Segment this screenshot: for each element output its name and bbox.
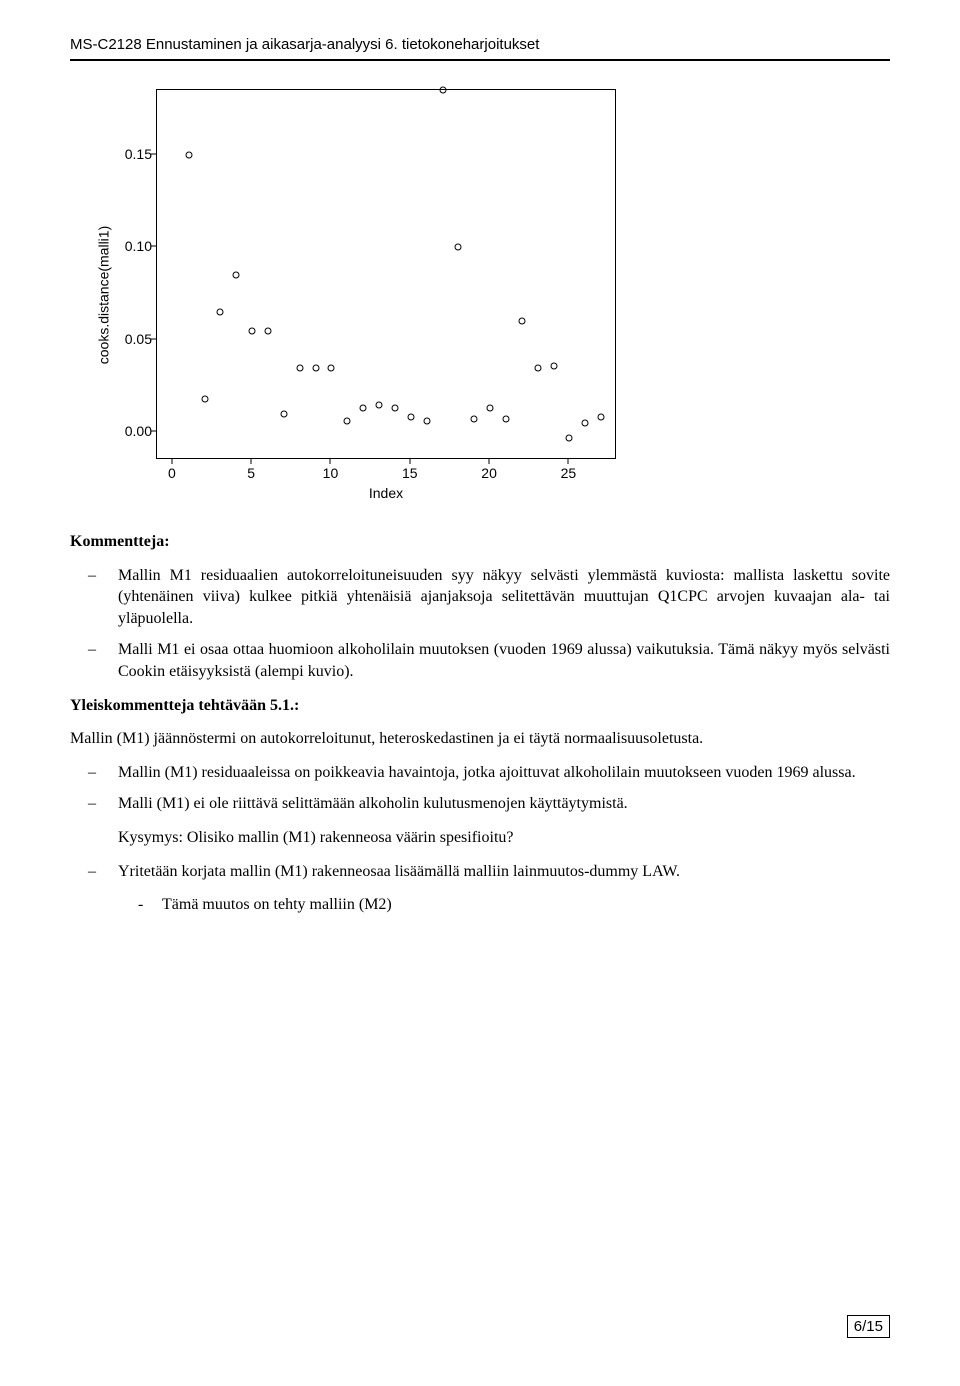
chart-xtick-mark [330,458,331,464]
chart-point [598,414,605,421]
list-item: Malli (M1) ei ole riittävä selittämään a… [118,793,890,815]
chart-xtick-label: 15 [402,465,418,481]
chart-ytick-label: 0.15 [125,146,152,162]
chart-point [582,420,589,427]
chart-xtick-mark [251,458,252,464]
chart-point [217,309,224,316]
chart-point [471,416,478,423]
chart-ytick-label: 0.05 [125,331,152,347]
chart-point [423,418,430,425]
chart-point [249,327,256,334]
list-item: Yritetään korjata mallin (M1) rakenneosa… [118,861,890,883]
kommentteja-heading: Kommentteja: [70,531,890,553]
header-rule [70,59,890,61]
chart-xtick-mark [489,458,490,464]
chart-point [439,87,446,94]
cooks-distance-chart: cooks.distance(malli1) 0.000.050.100.15 … [94,89,654,501]
chart-point [518,318,525,325]
chart-xtick-label: 0 [168,465,176,481]
chart-point [566,434,573,441]
page-number: 6/15 [847,1315,890,1338]
chart-xlabel: Index [156,485,616,501]
chart-point [280,410,287,417]
kommentteja-list: Mallin M1 residuaalien autokorreloitunei… [70,565,890,683]
chart-point [502,416,509,423]
chart-point [534,364,541,371]
chart-point [201,395,208,402]
header-course-line: MS-C2128 Ennustaminen ja aikasarja-analy… [70,36,890,53]
chart-point [328,364,335,371]
sub-list: Tämä muutos on tehty malliin (M2) [70,894,890,916]
yleis-list: Mallin (M1) residuaaleissa on poikkeavia… [70,762,890,815]
chart-point [360,405,367,412]
list-item: Tämä muutos on tehty malliin (M2) [162,894,890,916]
chart-point [455,244,462,251]
chart-xticks: 0 5 10 15 20 25 [156,459,616,479]
chart-plot-area [156,89,616,459]
chart-point [296,364,303,371]
chart-ytick-label: 0.10 [125,238,152,254]
chart-xtick-mark [171,458,172,464]
chart-point [233,272,240,279]
chart-xtick-label: 10 [323,465,339,481]
chart-point [376,401,383,408]
chart-point [407,414,414,421]
chart-yticks: 0.00 0.05 0.10 0.15 [112,89,156,459]
chart-ytick-label: 0.00 [125,423,152,439]
chart-xtick-mark [568,458,569,464]
chart-ylabel: cooks.distance(malli1) [95,226,111,365]
list-item: Malli M1 ei osaa ottaa huomioon alkoholi… [118,639,890,682]
chart-point [391,405,398,412]
chart-point [487,405,494,412]
yleis-after-q-list: Yritetään korjata mallin (M1) rakenneosa… [70,861,890,883]
chart-point [550,362,557,369]
list-item: Mallin (M1) residuaaleissa on poikkeavia… [118,762,890,784]
chart-point [344,418,351,425]
chart-xtick-label: 5 [247,465,255,481]
chart-point [265,327,272,334]
chart-point [312,364,319,371]
list-item: Mallin M1 residuaalien autokorreloitunei… [118,565,890,630]
chart-point [185,151,192,158]
chart-xtick-label: 25 [561,465,577,481]
yleis-intro: Mallin (M1) jäännöstermi on autokorreloi… [70,728,890,750]
yleis-heading: Yleiskommentteja tehtävään 5.1.: [70,695,890,717]
chart-xtick-label: 20 [481,465,497,481]
chart-xtick-mark [409,458,410,464]
question-line: Kysymys: Olisiko mallin (M1) rakenneosa … [70,827,890,849]
